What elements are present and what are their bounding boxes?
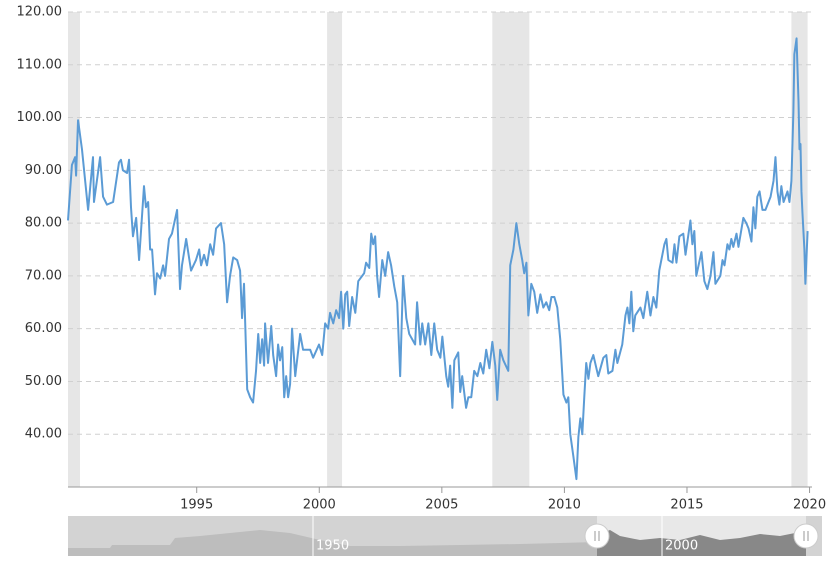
x-tick-label: 2005 bbox=[425, 498, 458, 513]
line bbox=[67, 37, 809, 481]
navigator: 1950 2000 bbox=[68, 516, 822, 556]
navigator-label: 2000 bbox=[665, 539, 698, 554]
y-tick-label: 40.00 bbox=[25, 427, 62, 442]
navigator-handle-grip bbox=[803, 531, 809, 541]
navigator-window-area bbox=[597, 528, 806, 556]
shaded-range bbox=[791, 12, 808, 487]
x-tick-label: 2010 bbox=[548, 498, 581, 513]
y-tick-label: 80.00 bbox=[25, 216, 62, 231]
x-tick-label: 2020 bbox=[793, 498, 826, 513]
navigator-handle[interactable] bbox=[584, 523, 610, 549]
y-tick-label: 120.00 bbox=[17, 5, 63, 20]
plot: 40.00 50.00 60.00 70.00 80.00 90.00 100.00 110.… bbox=[17, 5, 827, 513]
x-tick-label: 2000 bbox=[303, 498, 336, 513]
navigator-label: 1950 bbox=[316, 539, 349, 554]
navigator-handle-grip bbox=[594, 531, 600, 541]
navigator-handle[interactable] bbox=[793, 523, 819, 549]
y-tick-label: 70.00 bbox=[25, 268, 62, 283]
y-tick-label: 50.00 bbox=[25, 374, 62, 389]
y-tick-label: 90.00 bbox=[25, 163, 62, 178]
y-tick-label: 100.00 bbox=[17, 110, 63, 125]
shaded-range bbox=[327, 12, 343, 487]
y-tick-label: 110.00 bbox=[17, 57, 63, 72]
y-tick-label: 60.00 bbox=[25, 321, 62, 336]
shaded-range bbox=[492, 12, 530, 487]
navigator-area bbox=[68, 530, 597, 556]
x-tick-label: 1995 bbox=[180, 498, 213, 513]
shaded-range bbox=[68, 12, 81, 487]
x-tick-label: 2015 bbox=[670, 498, 703, 513]
